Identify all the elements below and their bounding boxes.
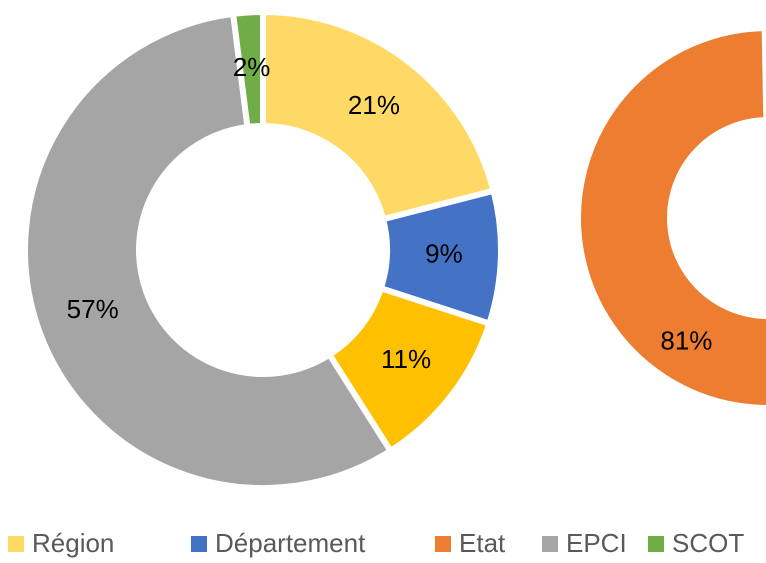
legend-label: Département	[215, 528, 366, 558]
data-label: 2%	[233, 52, 271, 82]
donut-slice	[260, 8, 498, 223]
data-label: 11%	[381, 344, 431, 374]
data-label: 9%	[425, 239, 463, 269]
legend-swatch	[435, 536, 451, 552]
legend-label: EPCI	[566, 528, 627, 558]
legend-swatch	[542, 536, 558, 552]
legend-label: Etat	[459, 528, 506, 558]
donut-slice	[229, 8, 266, 131]
data-label: 81%	[660, 326, 712, 356]
data-label: 21%	[348, 90, 400, 120]
legend-label: Région	[32, 528, 114, 558]
legend-swatch	[648, 536, 664, 552]
data-label: 57%	[67, 294, 119, 324]
legend-swatch	[8, 536, 24, 552]
donut-slice	[575, 25, 766, 411]
donut-slice	[22, 10, 395, 491]
legend-swatch	[191, 536, 207, 552]
legend-label: SCOT	[672, 528, 744, 558]
